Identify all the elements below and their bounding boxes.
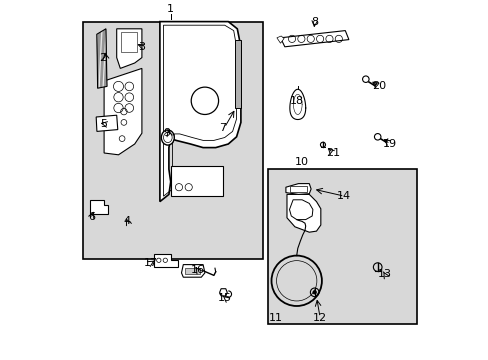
Bar xyxy=(289,186,306,192)
Polygon shape xyxy=(90,200,107,214)
Text: 10: 10 xyxy=(294,157,308,167)
Text: 21: 21 xyxy=(325,148,339,158)
Text: 4: 4 xyxy=(123,216,131,226)
Text: 11: 11 xyxy=(268,312,283,323)
Polygon shape xyxy=(153,254,178,267)
Bar xyxy=(82,22,262,259)
Circle shape xyxy=(312,290,316,294)
Text: 7: 7 xyxy=(219,123,226,133)
Text: 5: 5 xyxy=(101,119,107,129)
Polygon shape xyxy=(280,31,348,47)
Text: 2: 2 xyxy=(99,53,105,63)
Polygon shape xyxy=(276,36,284,43)
Bar xyxy=(170,166,223,196)
Polygon shape xyxy=(286,194,320,232)
Text: 12: 12 xyxy=(312,312,326,323)
Polygon shape xyxy=(97,29,107,88)
Text: 16: 16 xyxy=(190,265,204,275)
Bar xyxy=(267,169,416,324)
Polygon shape xyxy=(117,29,142,68)
Text: 15: 15 xyxy=(218,293,232,303)
Bar xyxy=(185,268,200,274)
Text: 6: 6 xyxy=(88,212,95,222)
Text: 18: 18 xyxy=(289,96,303,106)
Text: 1: 1 xyxy=(167,4,174,14)
Polygon shape xyxy=(96,115,118,131)
Circle shape xyxy=(362,76,368,82)
Text: 3: 3 xyxy=(138,42,145,52)
Circle shape xyxy=(374,134,380,140)
Polygon shape xyxy=(285,184,310,194)
Text: 17: 17 xyxy=(143,258,158,268)
Text: 19: 19 xyxy=(383,139,397,149)
Ellipse shape xyxy=(161,130,174,145)
Text: 14: 14 xyxy=(336,191,350,201)
Polygon shape xyxy=(181,265,204,277)
Text: 8: 8 xyxy=(310,17,318,27)
Polygon shape xyxy=(160,22,241,202)
Text: 20: 20 xyxy=(371,81,385,91)
Polygon shape xyxy=(104,68,142,155)
Text: 13: 13 xyxy=(377,269,391,279)
Circle shape xyxy=(320,142,325,147)
Text: 9: 9 xyxy=(163,128,170,138)
Polygon shape xyxy=(219,289,227,296)
Bar xyxy=(235,40,240,108)
